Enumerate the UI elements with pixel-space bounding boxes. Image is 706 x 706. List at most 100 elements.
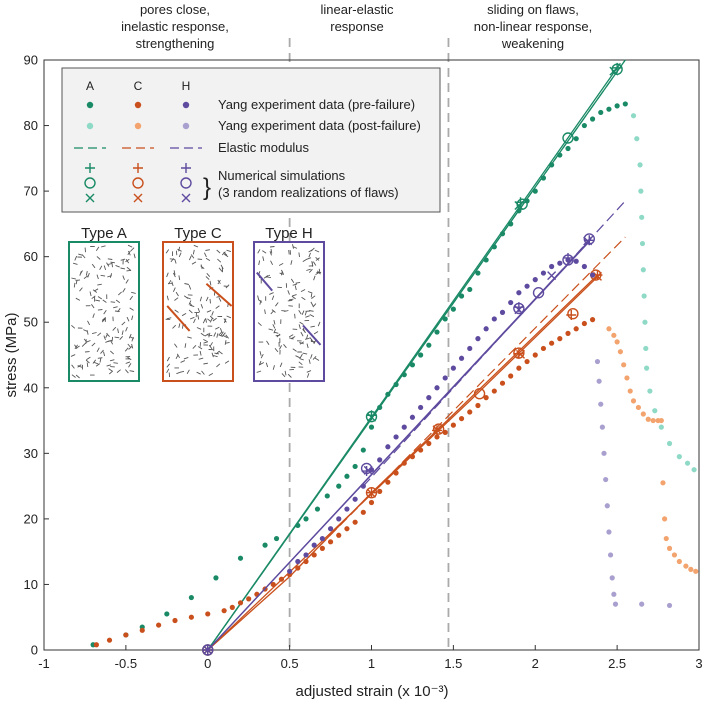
x-tick-label: 1.5	[444, 656, 462, 671]
data-point-pre-failure	[434, 385, 440, 391]
data-point-pre-failure	[287, 568, 293, 574]
data-point-pre-failure	[557, 336, 563, 342]
data-point-pre-failure	[426, 395, 432, 401]
simulation-marker-cross	[609, 66, 619, 76]
specimen-outline	[68, 241, 140, 382]
data-point-pre-failure	[336, 532, 342, 538]
data-point-post-failure	[617, 349, 624, 355]
data-point-pre-failure	[499, 309, 506, 315]
data-point-pre-failure	[188, 594, 194, 601]
data-point-pre-failure	[377, 457, 383, 463]
data-point-pre-failure	[344, 506, 350, 512]
data-point-post-failure	[652, 408, 658, 414]
data-point-pre-failure	[434, 434, 440, 440]
data-point-pre-failure	[549, 263, 555, 270]
simulation-marker-cross	[547, 271, 557, 281]
legend-pre-failure-dot-h	[182, 101, 190, 109]
data-point-post-failure	[639, 601, 645, 607]
data-point-pre-failure	[557, 152, 563, 158]
simulation-marker-circle	[473, 387, 486, 400]
y-tick-label: 40	[24, 380, 38, 395]
simulation-marker-circle	[567, 308, 579, 320]
simulation-marker-circle	[562, 254, 574, 266]
data-point-pre-failure	[581, 122, 587, 129]
data-point-pre-failure	[418, 447, 424, 453]
data-point-post-failure	[676, 558, 682, 565]
data-point-pre-failure	[385, 391, 391, 397]
data-point-post-failure	[596, 378, 602, 384]
data-point-post-failure	[640, 411, 646, 417]
data-point-pre-failure	[549, 340, 555, 346]
inset-specimen-h	[253, 241, 325, 382]
data-point-pre-failure	[483, 395, 489, 401]
legend-brace: }	[203, 174, 211, 201]
simulation-marker-cross	[367, 488, 376, 498]
data-point-pre-failure	[336, 516, 342, 522]
data-point-pre-failure	[352, 463, 358, 470]
specimen-microflaws	[256, 244, 322, 378]
x-tick-label: 1	[368, 656, 375, 671]
data-point-post-failure	[662, 516, 668, 522]
simulation-line-h-1	[207, 241, 590, 651]
data-point-pre-failure	[213, 575, 219, 581]
series-h	[202, 200, 673, 656]
data-point-post-failure	[606, 326, 612, 332]
data-point-pre-failure	[508, 221, 514, 227]
data-point-pre-failure	[246, 596, 252, 602]
data-point-post-failure	[603, 476, 609, 483]
data-point-pre-failure	[557, 260, 563, 266]
data-point-pre-failure	[360, 447, 366, 453]
region-labels: pores close, inelastic response, strengthe…	[121, 2, 592, 51]
data-point-post-failure	[658, 424, 664, 430]
data-point-pre-failure	[344, 473, 350, 479]
data-point-pre-failure	[565, 330, 571, 336]
simulation-marker-cross	[514, 201, 524, 211]
data-point-post-failure	[644, 365, 650, 371]
simulation-marker-cross	[432, 425, 442, 435]
data-point-pre-failure	[393, 381, 399, 388]
legend-markers	[74, 101, 202, 203]
data-point-pre-failure	[106, 637, 113, 643]
data-point-pre-failure	[368, 499, 375, 506]
data-point-pre-failure	[573, 326, 579, 332]
data-point-pre-failure	[319, 535, 325, 542]
simulation-marker-cross	[592, 271, 602, 281]
data-point-pre-failure	[442, 375, 448, 381]
data-point-pre-failure	[589, 272, 596, 278]
simulation-marker-circle	[532, 287, 545, 299]
data-point-pre-failure	[532, 352, 538, 358]
data-point-pre-failure	[540, 270, 547, 276]
data-point-pre-failure	[221, 608, 227, 614]
data-point-pre-failure	[475, 270, 481, 276]
data-point-pre-failure	[303, 552, 309, 558]
data-point-post-failure	[647, 388, 653, 394]
data-point-pre-failure	[434, 329, 440, 335]
legend: A C H Yang experiment data (pre-failure)…	[61, 67, 441, 213]
data-point-post-failure	[594, 358, 601, 365]
data-point-post-failure	[611, 332, 617, 338]
data-point-post-failure	[606, 529, 612, 535]
data-point-pre-failure	[164, 611, 170, 617]
legend-pre-failure-label: Yang experiment data (pre-failure)	[218, 97, 415, 112]
specimen-microflaws	[70, 244, 136, 379]
data-point-post-failure	[630, 398, 637, 404]
data-point-pre-failure	[237, 555, 244, 561]
data-point-post-failure	[639, 214, 645, 220]
data-point-post-failure	[641, 293, 647, 299]
specimen-macro-flaw	[205, 282, 233, 307]
data-point-post-failure	[688, 566, 694, 572]
data-point-pre-failure	[589, 116, 596, 122]
data-point-pre-failure	[314, 506, 321, 512]
inset-label-type-h: Type H	[265, 225, 313, 242]
legend-header-a: A	[86, 79, 94, 93]
data-point-pre-failure	[344, 526, 350, 532]
data-point-pre-failure	[393, 434, 399, 440]
region-label-weakening: sliding on flaws, non-linear response, wea…	[474, 2, 593, 51]
legend-elastic-label: Elastic modulus	[218, 140, 310, 155]
data-point-pre-failure	[467, 345, 473, 352]
data-point-pre-failure	[336, 483, 342, 489]
y-tick-label: 0	[31, 643, 38, 658]
data-point-post-failure	[614, 339, 620, 345]
specimen-macro-flaw	[256, 271, 273, 292]
legend-sim-circle-a	[84, 177, 96, 189]
